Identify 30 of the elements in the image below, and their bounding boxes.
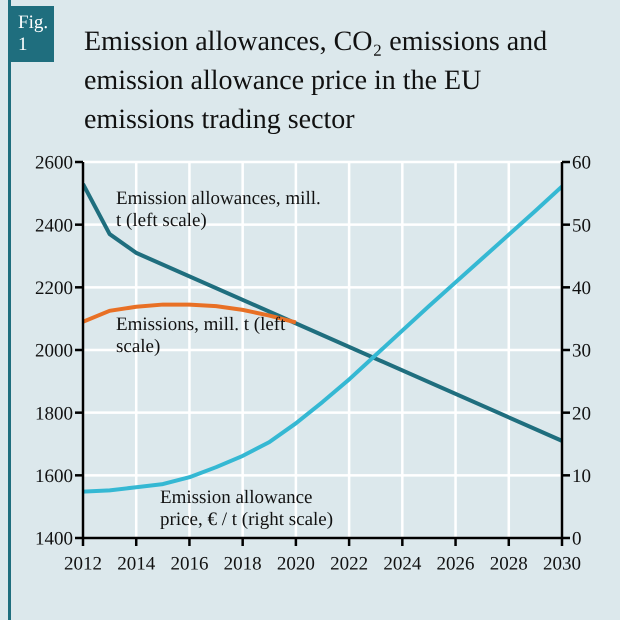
y2-tick-label: 50 xyxy=(572,215,591,236)
y2-tick-label: 30 xyxy=(572,340,591,362)
y-tick-label: 2600 xyxy=(35,152,73,174)
x-tick-label: 2020 xyxy=(276,553,315,574)
y-tick-label: 1600 xyxy=(35,466,73,488)
y-tick-label: 1400 xyxy=(35,528,73,550)
x-tick-label: 2030 xyxy=(543,553,581,574)
line-series xyxy=(83,182,562,443)
x-tick-label: 2014 xyxy=(117,553,156,574)
x-tick-label: 2012 xyxy=(64,553,102,574)
series-label: Emission allowance price, € / t (right scale) xyxy=(160,487,334,531)
y-tick-label: 2200 xyxy=(35,278,73,300)
y-tick-label: 2400 xyxy=(35,215,73,236)
x-tick-label: 2026 xyxy=(436,553,475,574)
x-tick-label: 2018 xyxy=(224,553,262,574)
y2-tick-label: 40 xyxy=(572,278,591,300)
y2-tick-label: 0 xyxy=(572,528,582,550)
y2-tick-label: 60 xyxy=(572,152,591,174)
caption: Fig. 1 xyxy=(8,6,54,62)
series-label: Emissions, mill. t (left scale) xyxy=(116,314,286,358)
y-tick-label: 1800 xyxy=(35,403,73,424)
x-tick-label: 2028 xyxy=(490,553,528,574)
y2-tick-label: 10 xyxy=(572,466,591,488)
y-tick-label: 2000 xyxy=(35,340,73,362)
series-label: Emission allowances, mill. t (left scale) xyxy=(116,188,321,232)
x-tick-label: 2016 xyxy=(170,553,208,574)
x-tick-label: 2022 xyxy=(330,553,368,574)
x-tick-label: 2024 xyxy=(383,553,422,574)
chart-title: Emission allowances, CO₂ emissions and emission allowance price in the EU emissions trading sector xyxy=(84,25,548,137)
y2-tick-label: 20 xyxy=(572,403,591,424)
